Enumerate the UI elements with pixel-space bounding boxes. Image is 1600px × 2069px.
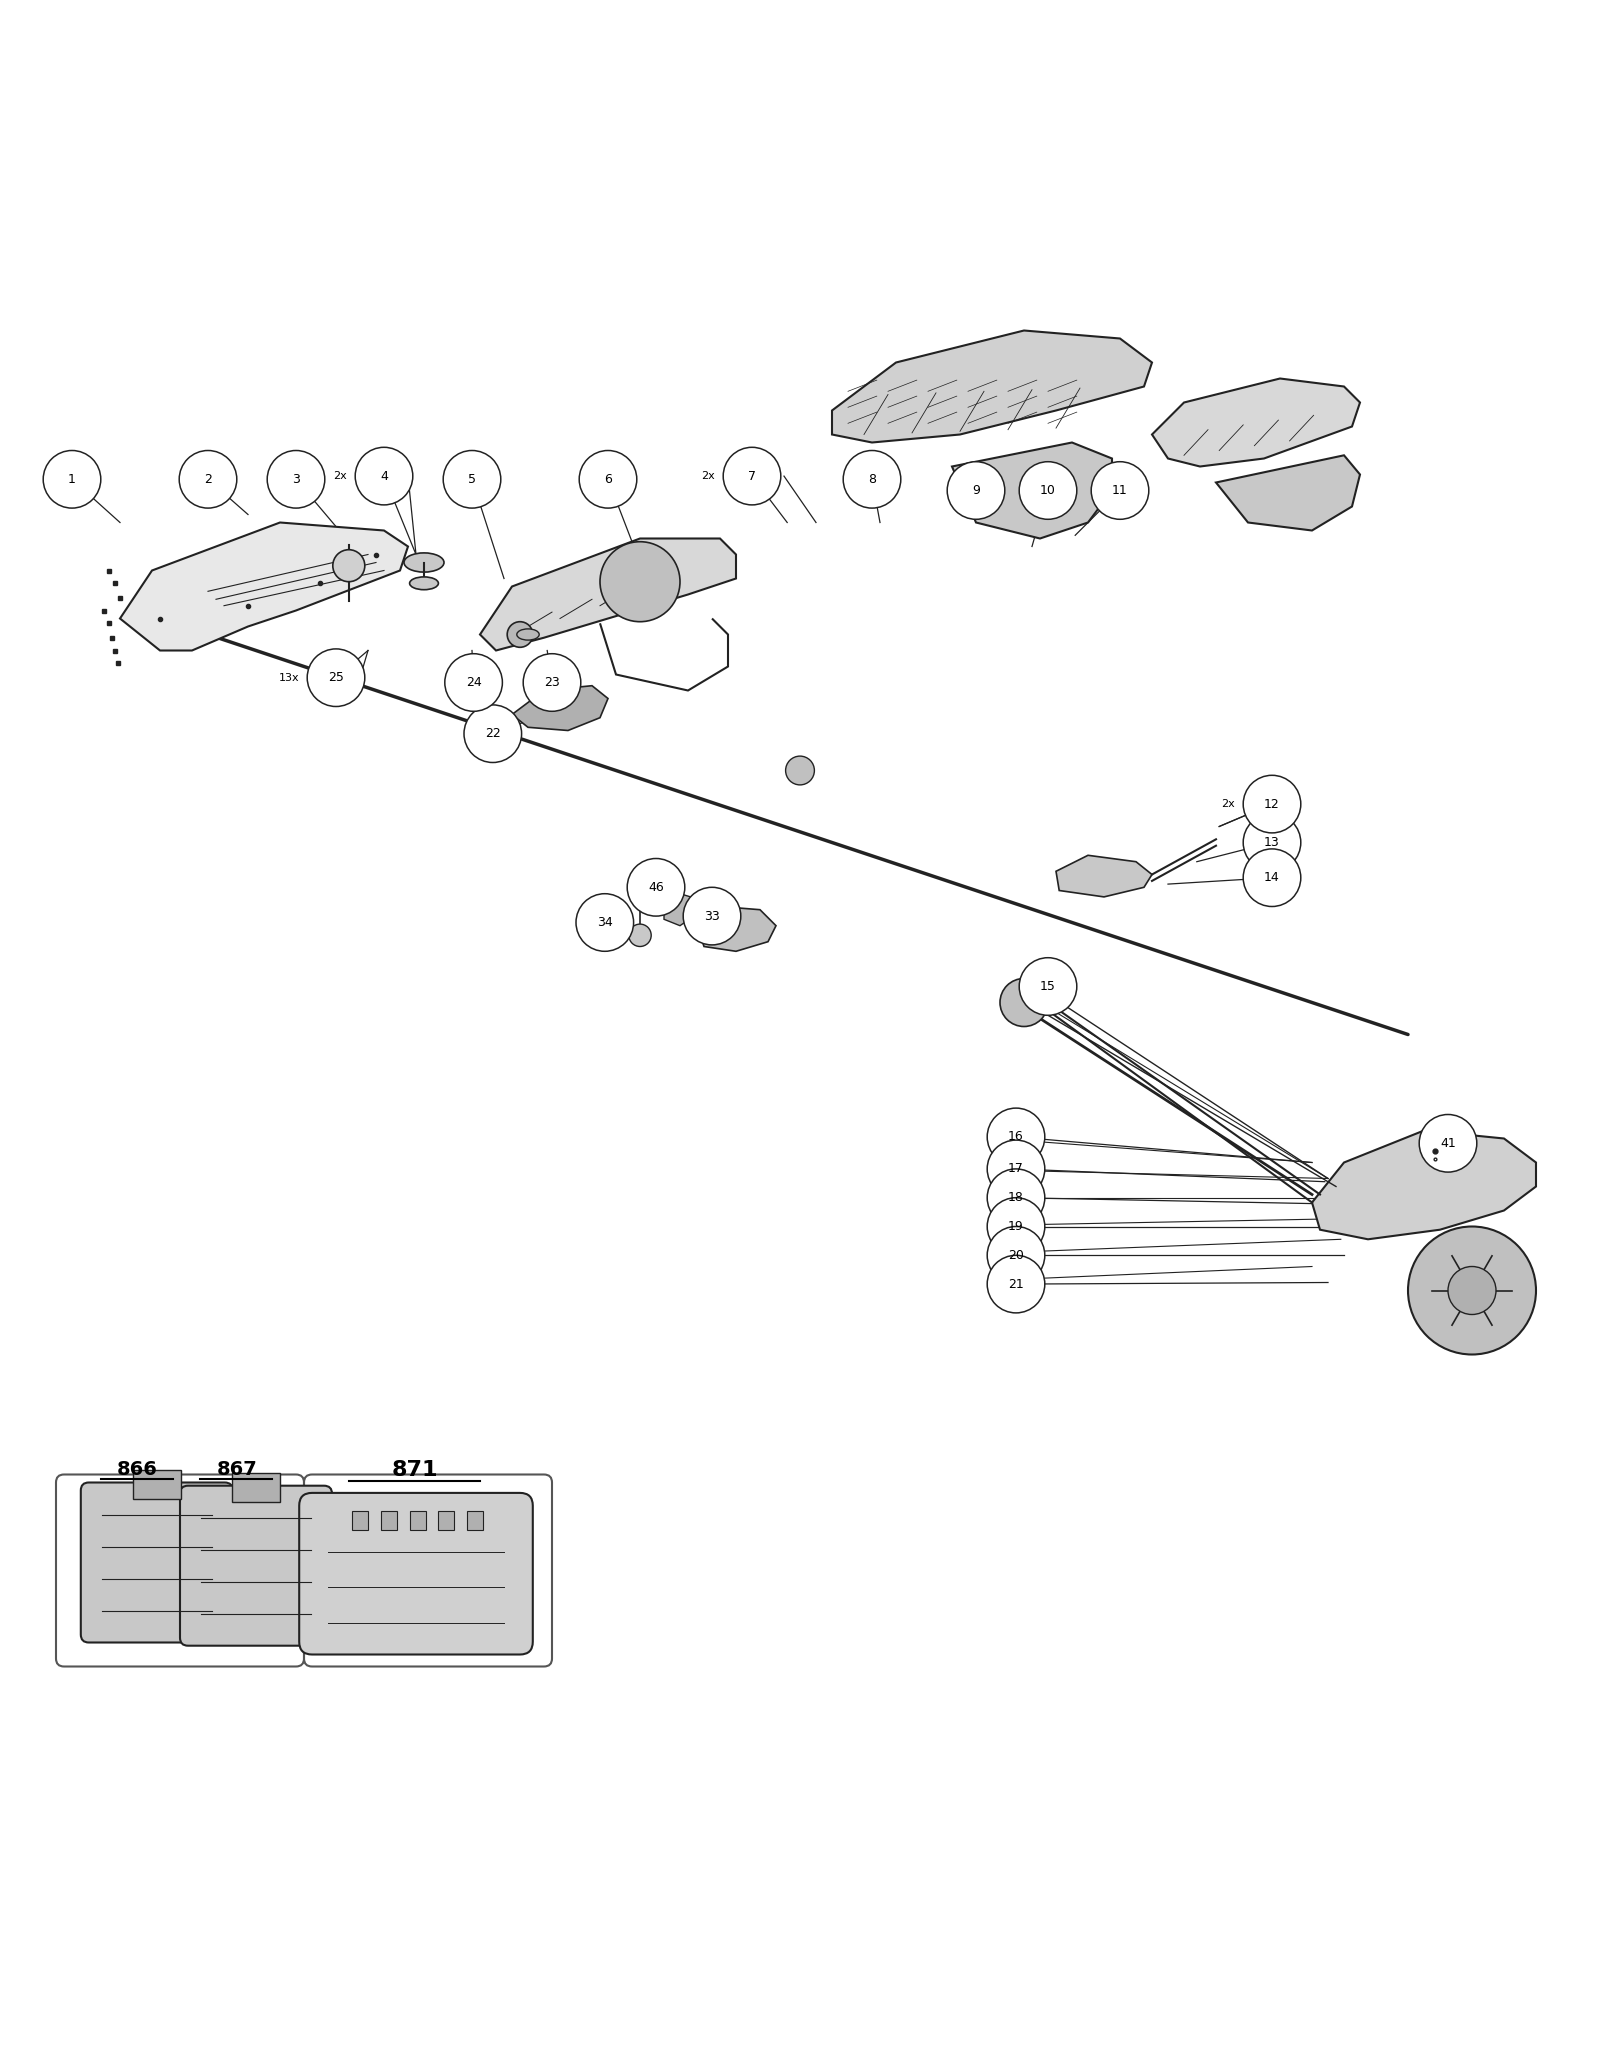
Circle shape (629, 925, 651, 946)
Circle shape (987, 1169, 1045, 1227)
Circle shape (987, 1256, 1045, 1314)
Circle shape (987, 1140, 1045, 1198)
Circle shape (1419, 1115, 1477, 1173)
Polygon shape (952, 443, 1112, 538)
Text: 21: 21 (1008, 1277, 1024, 1291)
Circle shape (987, 1198, 1045, 1256)
Text: 17: 17 (1008, 1163, 1024, 1175)
Text: 41: 41 (1440, 1136, 1456, 1150)
Circle shape (576, 894, 634, 952)
Circle shape (1019, 461, 1077, 519)
Circle shape (1243, 813, 1301, 871)
Text: 12: 12 (1264, 799, 1280, 811)
Text: 13x: 13x (278, 672, 299, 683)
Circle shape (1243, 776, 1301, 834)
Ellipse shape (517, 629, 539, 639)
Circle shape (333, 550, 365, 581)
Text: 19: 19 (1008, 1221, 1024, 1233)
Text: 867: 867 (216, 1461, 258, 1479)
FancyBboxPatch shape (381, 1510, 397, 1529)
Text: 8: 8 (869, 474, 877, 486)
FancyBboxPatch shape (410, 1510, 426, 1529)
FancyBboxPatch shape (82, 1483, 234, 1643)
Circle shape (786, 755, 814, 784)
Circle shape (267, 451, 325, 509)
Ellipse shape (410, 577, 438, 590)
Circle shape (947, 461, 1005, 519)
Text: 5: 5 (467, 474, 477, 486)
Circle shape (987, 1227, 1045, 1285)
Text: 16: 16 (1008, 1130, 1024, 1144)
Text: 9: 9 (973, 484, 979, 497)
Text: 866: 866 (117, 1461, 158, 1479)
Polygon shape (1216, 455, 1360, 530)
Polygon shape (832, 331, 1152, 443)
Circle shape (523, 654, 581, 712)
Text: 23: 23 (544, 677, 560, 689)
Polygon shape (512, 685, 608, 730)
Ellipse shape (403, 552, 445, 573)
FancyBboxPatch shape (467, 1510, 483, 1529)
Circle shape (987, 1109, 1045, 1165)
Circle shape (683, 888, 741, 946)
Text: 3: 3 (293, 474, 299, 486)
Circle shape (445, 654, 502, 712)
Polygon shape (480, 538, 736, 650)
Text: 2: 2 (205, 474, 211, 486)
Text: 33: 33 (704, 910, 720, 923)
Circle shape (627, 859, 685, 917)
Circle shape (1243, 848, 1301, 906)
Text: 13: 13 (1264, 836, 1280, 848)
Text: 18: 18 (1008, 1192, 1024, 1204)
Text: 46: 46 (648, 881, 664, 894)
FancyBboxPatch shape (232, 1473, 280, 1502)
FancyBboxPatch shape (299, 1494, 533, 1655)
Circle shape (443, 451, 501, 509)
Text: 22: 22 (485, 726, 501, 741)
Circle shape (1408, 1227, 1536, 1355)
Polygon shape (696, 906, 776, 952)
Text: 6: 6 (605, 474, 611, 486)
Text: 14: 14 (1264, 871, 1280, 883)
FancyBboxPatch shape (179, 1486, 333, 1645)
Text: 25: 25 (328, 670, 344, 685)
Text: 20: 20 (1008, 1250, 1024, 1262)
Circle shape (43, 451, 101, 509)
Circle shape (507, 621, 533, 648)
Text: 11: 11 (1112, 484, 1128, 497)
Circle shape (843, 451, 901, 509)
Text: 2x: 2x (701, 472, 715, 482)
Circle shape (355, 447, 413, 505)
Polygon shape (1152, 379, 1360, 466)
Circle shape (1091, 461, 1149, 519)
FancyBboxPatch shape (133, 1469, 181, 1498)
Text: 871: 871 (390, 1461, 438, 1479)
Circle shape (1019, 958, 1077, 1016)
Text: 2x: 2x (333, 472, 347, 482)
Text: 34: 34 (597, 917, 613, 929)
Circle shape (579, 451, 637, 509)
Text: 10: 10 (1040, 484, 1056, 497)
FancyBboxPatch shape (438, 1510, 454, 1529)
Circle shape (307, 650, 365, 706)
Text: 2x: 2x (1221, 799, 1235, 809)
Text: 7: 7 (749, 470, 757, 482)
Polygon shape (1312, 1130, 1536, 1239)
Circle shape (179, 451, 237, 509)
Circle shape (464, 706, 522, 763)
Polygon shape (120, 523, 408, 650)
Polygon shape (664, 894, 696, 925)
Text: 15: 15 (1040, 981, 1056, 993)
Circle shape (1000, 979, 1048, 1026)
Text: 24: 24 (466, 677, 482, 689)
Circle shape (723, 447, 781, 505)
Polygon shape (1056, 854, 1152, 896)
Circle shape (1448, 1266, 1496, 1314)
FancyBboxPatch shape (352, 1510, 368, 1529)
Circle shape (600, 542, 680, 621)
Text: 4: 4 (381, 470, 387, 482)
Text: 1: 1 (69, 474, 75, 486)
